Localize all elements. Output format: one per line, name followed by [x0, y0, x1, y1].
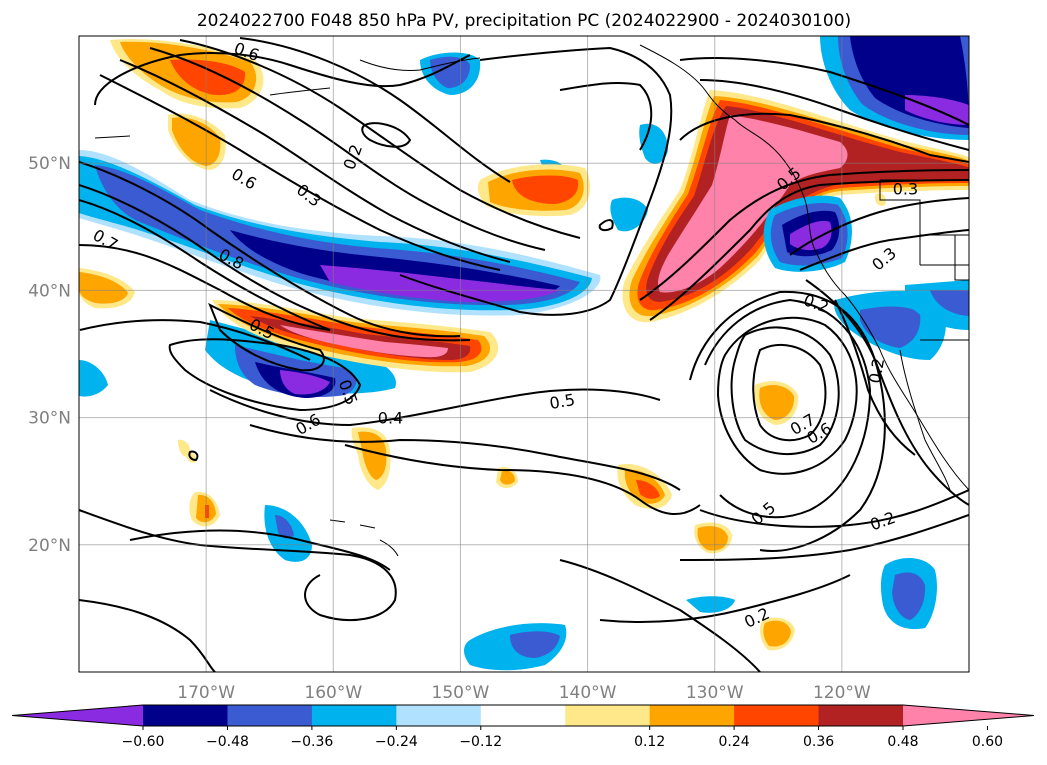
colorbar-segment [734, 705, 820, 726]
lon-tick-label: 170°W [177, 683, 235, 703]
colorbar-tick-label: −0.60 [122, 734, 165, 750]
contour-label: 0.3 [893, 180, 918, 199]
colorbar-tick-label: −0.24 [375, 734, 418, 750]
negative-south-east [264, 52, 937, 671]
colorbar-tick-label: 0.24 [719, 734, 750, 750]
colorbar-tick-label: −0.48 [206, 734, 249, 750]
lat-tick-label: 50°N [28, 154, 71, 174]
contour-label: 0.5 [548, 390, 576, 413]
graticule [79, 36, 969, 672]
lat-tick-label: 30°N [28, 409, 71, 429]
negative-band-south [79, 320, 396, 398]
colorbar-segment [227, 705, 313, 726]
colorbar-tick-label: 0.48 [887, 734, 918, 750]
colorbar-segment [818, 705, 904, 726]
contour-label-text: 0.2 [865, 356, 888, 384]
lon-tick-label: 120°W [813, 683, 871, 703]
contour-label: 0.4 [378, 409, 403, 428]
colorbar-tick-label: 0.36 [803, 734, 834, 750]
latitude-tick-labels: 20°N 30°N 40°N 50°N [28, 154, 71, 556]
positive-blobs [79, 39, 886, 651]
lat-tick-label: 40°N [28, 281, 71, 301]
lon-tick-label: 160°W [304, 683, 362, 703]
lon-tick-label: 140°W [559, 683, 617, 703]
negative-california [763, 195, 969, 360]
colorbar-segment [649, 705, 735, 726]
colorbar-tick-label: 0.60 [972, 734, 1003, 750]
colorbar: −0.60 −0.48 −0.36 −0.24 −0.12 0.12 0.24 0.36 0.4… [11, 704, 1035, 750]
colorbar-segment [480, 705, 566, 726]
colorbar-segment [143, 705, 228, 726]
colorbar-extend-low [12, 705, 143, 726]
negative-band-central [79, 150, 601, 316]
lon-tick-label: 150°W [432, 683, 490, 703]
contour-label-text: 0.4 [378, 409, 403, 428]
colorbar-extend-high [903, 705, 1034, 726]
colorbar-segment [396, 705, 482, 726]
colorbar-segment [565, 705, 651, 726]
colorbar-tick-label: −0.36 [290, 734, 333, 750]
lon-tick-label: 130°W [686, 683, 744, 703]
colorbar-tick-label: 0.12 [634, 734, 665, 750]
map-frame [78, 35, 970, 673]
map-title: 2024022700 F048 850 hPa PV, precipitatio… [197, 11, 851, 31]
colorbar-segment [311, 705, 397, 726]
colorbar-tick-label: −0.12 [459, 734, 502, 750]
lat-tick-label: 20°N [28, 536, 71, 556]
negative-top-right [820, 36, 969, 140]
contour-label-text: 0.3 [893, 180, 918, 199]
longitude-tick-labels: 170°W 160°W 150°W 140°W 130°W 120°W [177, 683, 871, 703]
contour-label: 0.2 [865, 356, 888, 384]
contour-label-text: 0.5 [548, 390, 576, 413]
